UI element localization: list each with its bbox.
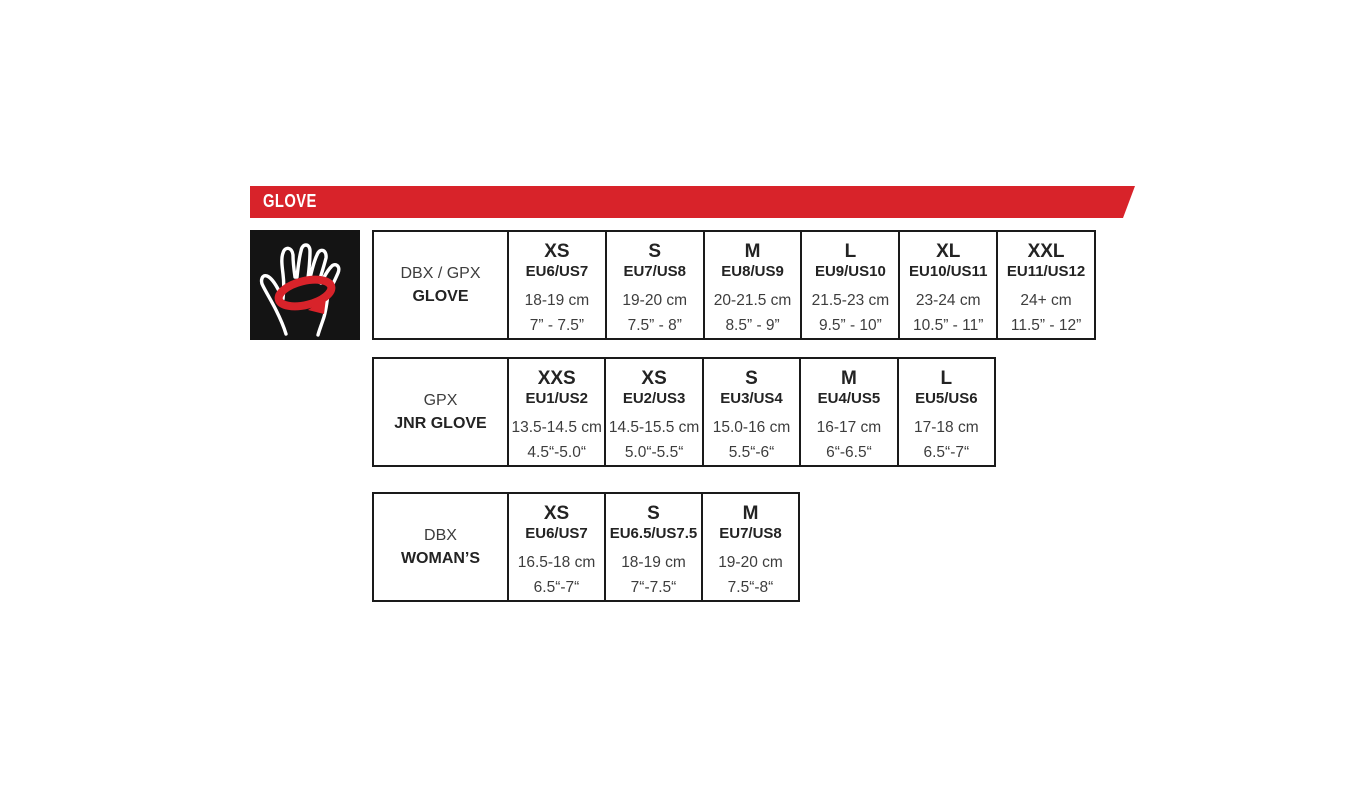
size-column: M EU8/US9 20-21.5 cm 8.5” - 9” bbox=[702, 232, 801, 338]
eu-us-size: EU7/US8 bbox=[623, 262, 686, 280]
eu-us-size: EU4/US5 bbox=[817, 389, 881, 407]
eu-us-size: EU8/US9 bbox=[721, 262, 784, 280]
cm-range: 13.5-14.5 cm bbox=[511, 418, 602, 436]
size-name: XXL bbox=[1027, 241, 1065, 262]
hand-measure-icon bbox=[250, 230, 360, 340]
eu-us-size: EU10/US11 bbox=[909, 262, 988, 280]
size-name: XXS bbox=[537, 368, 576, 389]
size-name: L bbox=[940, 368, 953, 389]
cm-range: 24+ cm bbox=[1020, 291, 1072, 309]
size-column: S EU6.5/US7.5 18-19 cm 7“-7.5“ bbox=[604, 494, 701, 600]
eu-us-size: EU2/US3 bbox=[622, 389, 686, 407]
size-column: XS EU6/US7 16.5-18 cm 6.5“-7“ bbox=[507, 494, 604, 600]
eu-us-size: EU9/US10 bbox=[814, 262, 886, 280]
eu-us-size: EU1/US2 bbox=[525, 389, 588, 407]
eu-us-size: EU6/US7 bbox=[525, 262, 589, 280]
banner-title: GLOVE bbox=[263, 191, 317, 212]
size-column: M EU7/US8 19-20 cm 7.5“-8“ bbox=[701, 494, 798, 600]
table-label-cell: GPX JNR GLOVE bbox=[374, 359, 507, 465]
inch-range: 6.5“-7“ bbox=[923, 443, 970, 461]
size-column: XS EU6/US7 18-19 cm 7” - 7.5” bbox=[507, 232, 605, 338]
inch-range: 7” - 7.5” bbox=[529, 316, 585, 334]
table-label-line2: JNR GLOVE bbox=[394, 415, 487, 432]
size-column: L EU5/US6 17-18 cm 6.5“-7“ bbox=[896, 359, 994, 465]
inch-range: 7.5“-8“ bbox=[727, 578, 774, 596]
hand-outline bbox=[259, 243, 341, 337]
size-name: XS bbox=[641, 368, 667, 389]
eu-us-size: EU5/US6 bbox=[915, 389, 978, 407]
table-label-cell: DBX / GPX GLOVE bbox=[374, 232, 507, 338]
cm-range: 17-18 cm bbox=[914, 418, 979, 436]
inch-range: 7“-7.5“ bbox=[630, 578, 677, 596]
logo-background bbox=[250, 230, 360, 340]
cm-range: 19-20 cm bbox=[718, 553, 783, 571]
table-label-line2: WOMAN’S bbox=[400, 550, 481, 567]
size-table: DBX WOMAN’S XS EU6/US7 16.5-18 cm 6.5“-7… bbox=[372, 492, 800, 602]
size-name: M bbox=[744, 241, 761, 262]
table-label-line1: DBX bbox=[424, 526, 457, 544]
size-name: XS bbox=[544, 241, 570, 262]
size-column: S EU7/US8 19-20 cm 7.5” - 8” bbox=[604, 232, 703, 338]
size-name: M bbox=[742, 503, 759, 524]
glove-section-banner: GLOVE bbox=[250, 186, 1135, 218]
size-column: XL EU10/US11 23-24 cm 10.5” - 11” bbox=[898, 232, 996, 338]
measure-band bbox=[274, 275, 336, 311]
size-column: L EU9/US10 21.5-23 cm 9.5” - 10” bbox=[800, 232, 898, 338]
cm-range: 19-20 cm bbox=[622, 291, 688, 309]
size-name: M bbox=[841, 368, 857, 389]
cm-range: 18-19 cm bbox=[524, 291, 590, 309]
eu-us-size: EU6.5/US7.5 bbox=[609, 524, 698, 542]
size-name: S bbox=[647, 503, 660, 524]
measure-arrowhead bbox=[308, 298, 326, 314]
eu-us-size: EU11/US12 bbox=[1006, 262, 1086, 280]
size-name: S bbox=[745, 368, 758, 389]
inch-range: 10.5” - 11” bbox=[913, 316, 984, 334]
inch-range: 5.5“-6“ bbox=[728, 443, 775, 461]
inch-range: 6.5“-7“ bbox=[533, 578, 580, 596]
table-label-line1: DBX / GPX bbox=[400, 264, 481, 282]
cm-range: 18-19 cm bbox=[621, 553, 686, 571]
size-column: M EU4/US5 16-17 cm 6“-6.5“ bbox=[799, 359, 896, 465]
size-table: DBX / GPX GLOVE XS EU6/US7 18-19 cm 7” -… bbox=[372, 230, 1096, 340]
eu-us-size: EU3/US4 bbox=[720, 389, 783, 407]
cm-range: 16-17 cm bbox=[816, 418, 882, 436]
size-column: XS EU2/US3 14.5-15.5 cm 5.0“-5.5“ bbox=[604, 359, 701, 465]
inch-range: 5.0“-5.5“ bbox=[624, 443, 684, 461]
size-name: XL bbox=[936, 241, 961, 262]
inch-range: 6“-6.5“ bbox=[826, 443, 872, 461]
size-name: XS bbox=[543, 503, 570, 524]
cm-range: 14.5-15.5 cm bbox=[608, 418, 700, 436]
size-column: S EU3/US4 15.0-16 cm 5.5“-6“ bbox=[701, 359, 799, 465]
cm-range: 16.5-18 cm bbox=[517, 553, 596, 571]
cm-range: 20-21.5 cm bbox=[713, 291, 792, 309]
table-label-cell: DBX WOMAN’S bbox=[374, 494, 507, 600]
size-column: XXL EU11/US12 24+ cm 11.5” - 12” bbox=[996, 232, 1094, 338]
inch-range: 11.5” - 12” bbox=[1010, 316, 1082, 334]
inch-range: 7.5” - 8” bbox=[627, 316, 682, 334]
eu-us-size: EU6/US7 bbox=[525, 524, 588, 542]
table-label-line2: GLOVE bbox=[412, 288, 469, 305]
cm-range: 23-24 cm bbox=[915, 291, 981, 309]
size-table: GPX JNR GLOVE XXS EU1/US2 13.5-14.5 cm 4… bbox=[372, 357, 996, 467]
table-label-line1: GPX bbox=[423, 391, 458, 409]
cm-range: 15.0-16 cm bbox=[712, 418, 791, 436]
size-column: XXS EU1/US2 13.5-14.5 cm 4.5“-5.0“ bbox=[507, 359, 604, 465]
inch-range: 8.5” - 9” bbox=[725, 316, 780, 334]
cm-range: 21.5-23 cm bbox=[811, 291, 890, 309]
inch-range: 9.5” - 10” bbox=[818, 316, 882, 334]
size-name: L bbox=[844, 241, 857, 262]
eu-us-size: EU7/US8 bbox=[719, 524, 782, 542]
inch-range: 4.5“-5.0“ bbox=[527, 443, 586, 461]
size-name: S bbox=[648, 241, 662, 262]
